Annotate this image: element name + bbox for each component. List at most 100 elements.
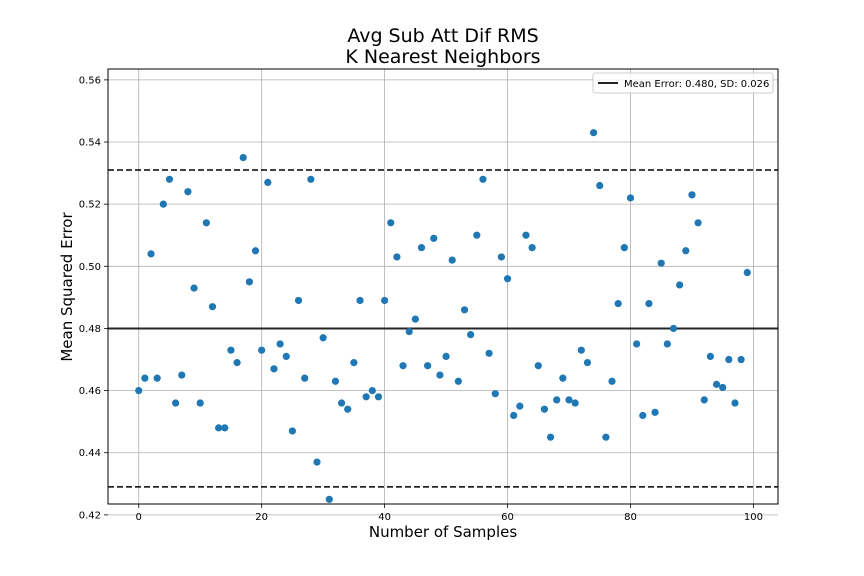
data-point	[534, 362, 542, 370]
data-point	[571, 399, 579, 407]
data-point	[288, 427, 297, 435]
data-point	[510, 411, 518, 420]
data-point	[276, 340, 284, 348]
data-point	[258, 346, 266, 354]
data-point	[337, 399, 346, 407]
data-point	[172, 399, 180, 407]
data-point	[694, 219, 702, 227]
data-point	[374, 393, 383, 401]
data-point	[700, 396, 708, 404]
data-point	[503, 275, 512, 283]
chart-subtitle: K Nearest Neighbors	[345, 46, 540, 68]
data-point	[442, 352, 450, 361]
x-tick-label: 80	[624, 512, 637, 523]
data-point	[454, 377, 462, 385]
plot-frame	[107, 68, 779, 505]
data-point	[633, 340, 641, 348]
y-tick-label: 0.56	[79, 75, 101, 86]
data-point	[620, 244, 628, 252]
legend-box	[592, 72, 774, 94]
data-point	[436, 371, 444, 379]
data-point	[719, 383, 727, 392]
data-point	[706, 352, 714, 361]
data-point	[344, 405, 352, 413]
data-point	[350, 359, 358, 367]
x-axis: 0 20 40 60 80 100	[136, 504, 763, 523]
data-point	[725, 355, 733, 364]
data-point	[614, 299, 622, 308]
data-point	[516, 402, 524, 410]
data-point	[479, 175, 487, 183]
data-point	[657, 259, 665, 267]
data-point	[497, 253, 505, 261]
x-tick-label: 100	[744, 512, 763, 523]
data-point	[399, 362, 407, 370]
data-point	[215, 424, 223, 432]
x-tick-label: 0	[136, 512, 142, 523]
y-tick-label: 0.44	[79, 448, 101, 459]
y-tick-label: 0.48	[79, 324, 101, 335]
data-point	[639, 411, 647, 420]
data-point	[669, 324, 678, 333]
data-point	[688, 191, 696, 199]
data-point	[393, 253, 401, 261]
data-point	[405, 327, 413, 336]
data-point	[325, 495, 333, 503]
data-point	[583, 359, 592, 367]
data-point	[448, 256, 456, 264]
data-point	[608, 377, 616, 385]
data-point	[368, 386, 376, 395]
data-point	[184, 188, 192, 196]
legend: Mean Error: 0.480, SD: 0.026	[592, 72, 774, 94]
data-point	[282, 352, 290, 361]
x-tick-label: 60	[501, 512, 514, 523]
data-point	[202, 219, 210, 227]
data-point	[676, 281, 684, 289]
data-point	[294, 296, 303, 305]
x-tick-label: 40	[378, 512, 391, 523]
data-point	[460, 306, 469, 314]
data-point	[313, 458, 321, 466]
data-point	[522, 231, 530, 239]
data-point	[559, 374, 567, 382]
data-point	[147, 250, 155, 258]
y-axis-label: Mean Squared Error	[58, 212, 76, 362]
data-point	[208, 303, 217, 311]
data-point	[159, 200, 167, 208]
data-point	[381, 296, 389, 305]
data-point	[411, 315, 419, 323]
legend-label: Mean Error: 0.480, SD: 0.026	[624, 79, 769, 90]
y-tick-label: 0.54	[79, 138, 101, 149]
data-point	[135, 386, 143, 395]
data-point	[467, 331, 475, 339]
data-point	[473, 231, 481, 239]
data-point	[331, 377, 340, 385]
data-point	[307, 175, 315, 183]
data-point	[528, 244, 536, 252]
data-point	[430, 234, 438, 242]
x-tick-label: 20	[255, 512, 268, 523]
data-point	[663, 340, 671, 348]
data-points	[135, 129, 751, 503]
y-tick-label: 0.46	[79, 386, 101, 397]
data-point	[553, 396, 561, 404]
data-point	[626, 194, 635, 202]
data-point	[362, 393, 370, 401]
data-point	[485, 349, 493, 357]
data-point	[577, 346, 585, 354]
y-tick-label: 0.42	[79, 510, 101, 521]
x-axis-label: Number of Samples	[369, 523, 517, 541]
data-point	[596, 181, 604, 190]
data-point	[233, 359, 241, 367]
data-point	[301, 374, 309, 382]
data-point	[589, 129, 598, 137]
data-point	[712, 380, 721, 388]
data-point	[387, 219, 395, 227]
data-point	[165, 175, 174, 183]
data-point	[645, 299, 653, 308]
data-point	[264, 178, 272, 187]
data-point	[417, 244, 426, 252]
data-point	[190, 284, 198, 292]
data-point	[196, 399, 204, 407]
